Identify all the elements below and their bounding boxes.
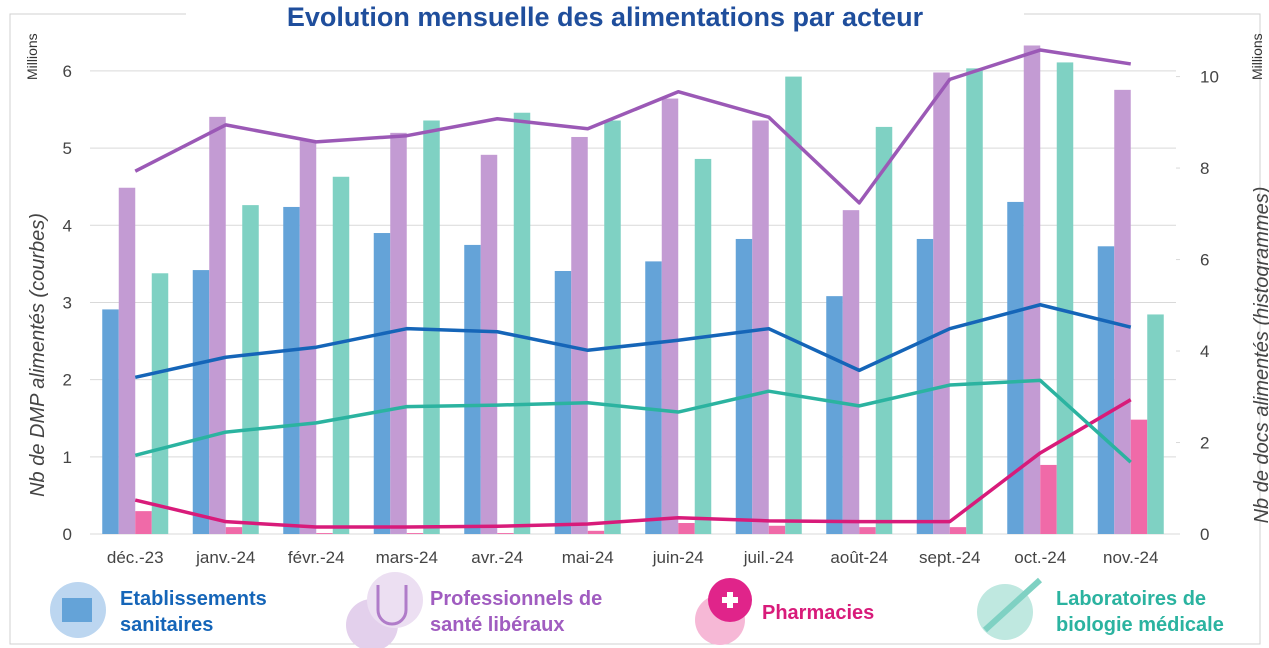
x-tick-label: avr.-24 <box>471 548 523 567</box>
legend-label: Pharmacies <box>762 602 875 624</box>
bar <box>406 533 424 534</box>
bar <box>966 68 983 535</box>
y-tick-label: 1 <box>63 448 72 467</box>
bar <box>102 309 119 534</box>
y-tick-label: 6 <box>63 62 72 81</box>
line <box>134 303 1132 380</box>
bar <box>423 120 440 535</box>
bar <box>373 233 391 534</box>
y2-tick-label: 2 <box>1200 434 1209 453</box>
bar <box>752 120 769 535</box>
bar <box>768 525 786 534</box>
y2-tick-label: 6 <box>1200 251 1209 270</box>
chart-title: Evolution mensuelle des alimentations pa… <box>287 2 924 32</box>
bar <box>875 126 893 534</box>
bar <box>587 530 605 534</box>
y-tick-label: 3 <box>63 293 72 312</box>
y-unit: Millions <box>24 33 40 80</box>
x-tick-label: oct.-24 <box>1014 548 1066 567</box>
x-tick-label: juil.-24 <box>743 548 794 567</box>
y-tick-label: 4 <box>63 216 72 235</box>
bar <box>645 261 662 534</box>
x-tick-label: déc.-23 <box>107 548 164 567</box>
bar <box>933 72 950 535</box>
y-tick-label: 2 <box>63 371 72 390</box>
legend-label: Etablissements sanitaires <box>120 588 267 636</box>
bar <box>916 238 934 534</box>
bar <box>513 112 531 534</box>
bar <box>604 120 621 535</box>
title-bg <box>186 0 1024 34</box>
bar <box>316 533 333 534</box>
legend-label: Professionnels de santé libéraux <box>430 588 603 636</box>
bar <box>225 527 243 534</box>
bar <box>859 527 876 534</box>
bar <box>242 205 259 534</box>
x-tick-label: janv.-24 <box>195 548 255 567</box>
y2-axis-label: Nb de docs alimentés (histogrammes) <box>1251 187 1269 524</box>
bar <box>464 244 481 534</box>
bar <box>118 187 136 534</box>
bar <box>1040 464 1057 534</box>
bar <box>826 296 843 534</box>
bar <box>332 176 350 534</box>
bar <box>1007 201 1024 534</box>
y2-tick-label: 4 <box>1200 342 1209 361</box>
bar <box>949 527 967 534</box>
bar <box>1097 246 1115 534</box>
bar <box>390 132 407 534</box>
bar <box>842 210 860 534</box>
x-tick-label: mars-24 <box>376 548 438 567</box>
bar <box>283 206 300 534</box>
bar <box>1147 314 1164 534</box>
bar <box>1023 45 1041 534</box>
x-tick-label: mai-24 <box>562 548 614 567</box>
bar <box>299 140 317 534</box>
y2-unit: Millions <box>1249 33 1265 80</box>
bar <box>661 98 679 534</box>
bar <box>785 76 802 534</box>
y2-tick-label: 0 <box>1200 525 1209 544</box>
bar <box>192 270 210 534</box>
x-tick-label: août-24 <box>830 548 888 567</box>
bar <box>480 154 498 534</box>
bar <box>678 523 695 534</box>
legend-icons <box>50 572 1043 648</box>
bar <box>1056 62 1074 534</box>
line <box>134 398 1132 529</box>
bar <box>694 158 712 535</box>
line <box>134 48 1132 205</box>
y-axis-label: Nb de DMP alimentés (courbes) <box>27 213 49 497</box>
line <box>134 378 1132 464</box>
y2-tick-label: 8 <box>1200 159 1209 178</box>
bar <box>497 533 514 534</box>
bar <box>209 116 226 534</box>
y-tick-label: 5 <box>63 139 72 158</box>
y2-tick-label: 10 <box>1200 68 1219 87</box>
x-tick-label: sept.-24 <box>919 548 980 567</box>
bar <box>135 511 152 534</box>
bar <box>571 136 588 534</box>
bar <box>151 273 169 534</box>
bar <box>1130 419 1148 534</box>
bar <box>1114 89 1131 534</box>
x-tick-label: juin-24 <box>652 548 704 567</box>
x-tick-label: févr.-24 <box>288 548 345 567</box>
legend-label: Laboratoires de biologie médicale <box>1056 588 1224 636</box>
x-tick-label: nov.-24 <box>1103 548 1158 567</box>
bar <box>735 238 753 534</box>
y-tick-label: 0 <box>63 525 72 544</box>
